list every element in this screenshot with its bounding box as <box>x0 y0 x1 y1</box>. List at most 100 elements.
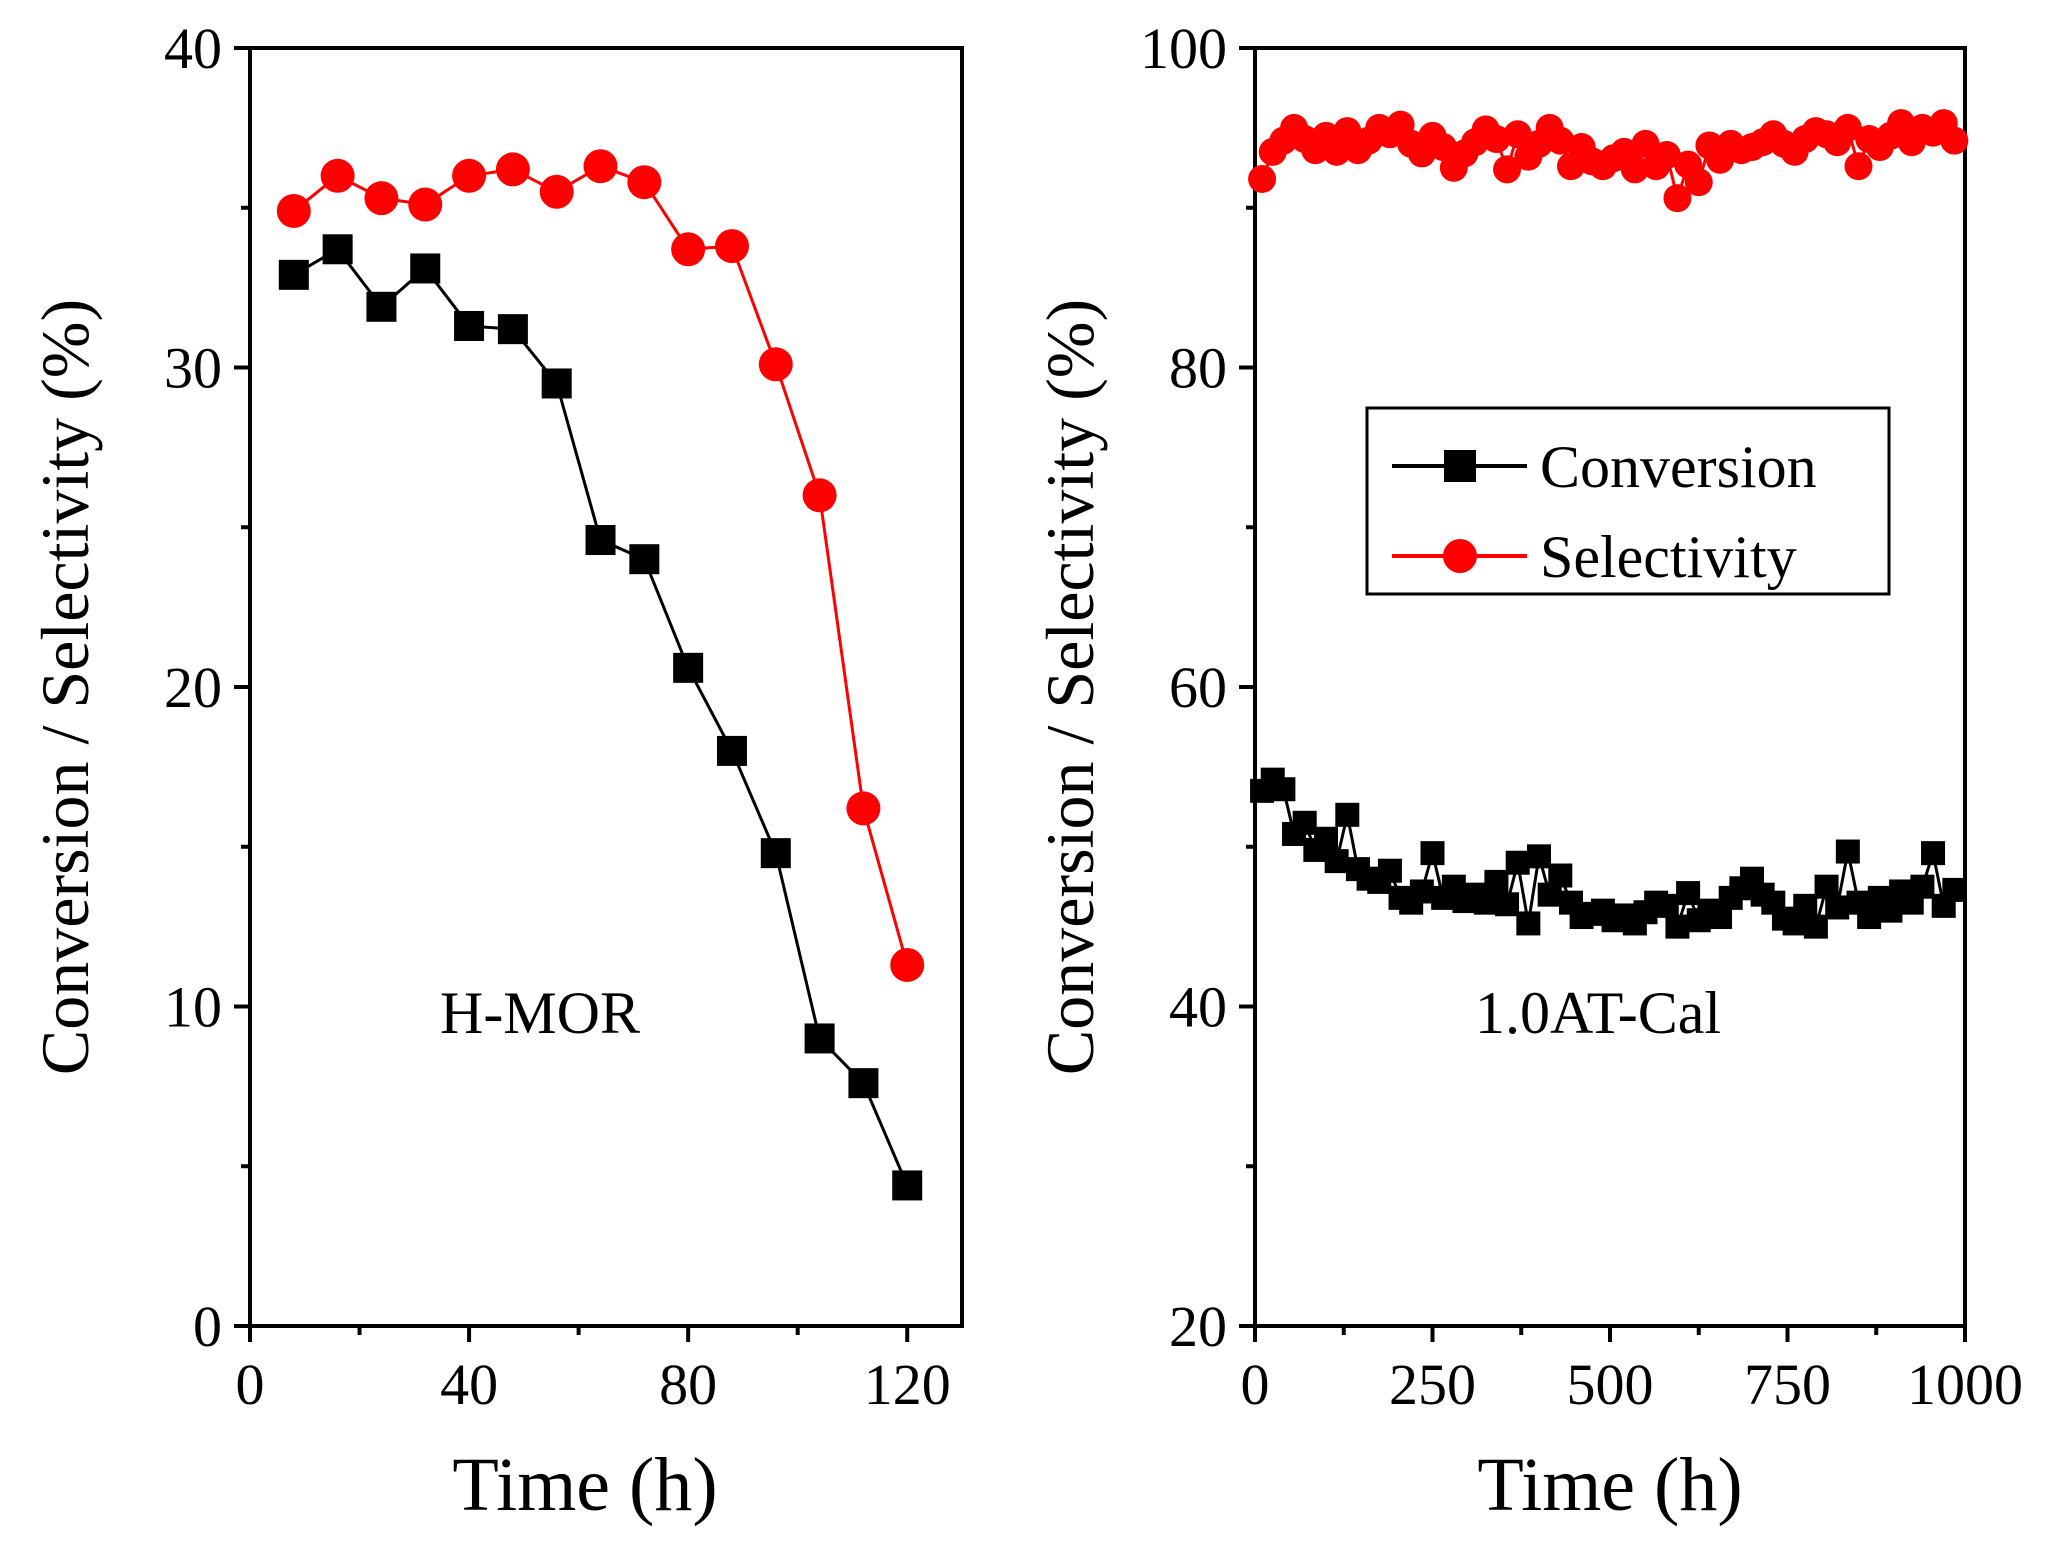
point-conversion-h-mor-2 <box>366 291 397 322</box>
point-conversion-h-mor-14 <box>892 1170 923 1201</box>
legend-marker-conversion <box>1444 450 1476 482</box>
point-conversion-1-0at-cal-38 <box>1654 893 1679 918</box>
x-tick-label-1-0at-cal-1000: 1000 <box>1907 1352 2023 1417</box>
point-selectivity-1-0at-cal-24 <box>1503 120 1532 149</box>
point-selectivity-1-0at-cal-65 <box>1940 126 1969 155</box>
point-conversion-h-mor-13 <box>848 1068 879 1099</box>
point-selectivity-1-0at-cal-0 <box>1248 164 1277 193</box>
y-tick-label-h-mor-0: 0 <box>193 1294 222 1359</box>
point-conversion-1-0at-cal-4 <box>1292 810 1317 835</box>
point-selectivity-1-0at-cal-55 <box>1833 113 1862 142</box>
point-conversion-h-mor-11 <box>760 838 791 869</box>
point-conversion-h-mor-4 <box>454 310 485 341</box>
point-conversion-1-0at-cal-23 <box>1495 892 1520 917</box>
marks-right <box>1248 109 1969 939</box>
point-conversion-1-0at-cal-54 <box>1825 895 1850 920</box>
y-tick-label-1-0at-cal-100: 100 <box>1140 16 1227 81</box>
point-selectivity-1-0at-cal-28 <box>1546 126 1575 155</box>
point-conversion-1-0at-cal-62 <box>1910 874 1935 899</box>
x-axis-title-right: Time (h) <box>1477 1443 1742 1527</box>
point-selectivity-h-mor-13 <box>846 791 881 826</box>
point-conversion-1-0at-cal-39 <box>1665 914 1690 939</box>
ticks-left: 0 40 80 120 0 10 20 30 40 <box>164 16 951 1417</box>
point-selectivity-1-0at-cal-56 <box>1844 152 1873 181</box>
point-selectivity-1-0at-cal-41 <box>1684 168 1713 197</box>
point-conversion-h-mor-1 <box>322 234 353 265</box>
point-conversion-h-mor-10 <box>716 735 747 766</box>
point-selectivity-h-mor-5 <box>495 152 530 187</box>
x-tick-label-1-0at-cal-500: 500 <box>1567 1352 1654 1417</box>
point-conversion-1-0at-cal-12 <box>1377 858 1402 883</box>
x-tick-label-h-mor-40: 40 <box>440 1352 498 1417</box>
plot-frame-right <box>1253 46 1967 1328</box>
point-selectivity-h-mor-9 <box>671 232 706 267</box>
panel-label-h-mor: H-MOR <box>440 980 640 1046</box>
legend: Conversion Selectivity <box>1365 406 1891 596</box>
point-conversion-1-0at-cal-15 <box>1409 879 1434 904</box>
y-tick-label-1-0at-cal-60: 60 <box>1169 655 1227 720</box>
point-selectivity-h-mor-7 <box>583 149 618 184</box>
point-conversion-h-mor-12 <box>804 1023 835 1054</box>
point-selectivity-h-mor-6 <box>539 174 574 209</box>
point-selectivity-1-0at-cal-22 <box>1482 125 1511 154</box>
point-selectivity-h-mor-8 <box>627 165 662 200</box>
point-conversion-h-mor-7 <box>585 525 616 556</box>
point-selectivity-h-mor-4 <box>452 158 487 193</box>
plot-frame-left <box>248 46 964 1328</box>
point-conversion-1-0at-cal-16 <box>1420 841 1445 866</box>
point-selectivity-1-0at-cal-17 <box>1429 133 1458 162</box>
y-tick-label-1-0at-cal-80: 80 <box>1169 336 1227 401</box>
x-tick-label-1-0at-cal-0: 0 <box>1241 1352 1270 1417</box>
point-conversion-1-0at-cal-25 <box>1516 911 1541 936</box>
y-axis-title-right: Conversion / Selectivity (%) <box>1032 299 1108 1075</box>
point-selectivity-h-mor-3 <box>408 187 443 222</box>
chart-panel-h-mor: 0 40 80 120 0 10 20 30 40 H-MOR Time (h) Convers… <box>27 16 964 1527</box>
point-conversion-1-0at-cal-21 <box>1473 890 1498 915</box>
point-conversion-1-0at-cal-65 <box>1942 877 1967 902</box>
y-tick-label-h-mor-10: 10 <box>164 975 222 1040</box>
point-selectivity-h-mor-10 <box>714 229 749 264</box>
panel-label-1-0at-cal: 1.0AT-Cal <box>1475 980 1721 1046</box>
point-conversion-1-0at-cal-52 <box>1803 914 1828 939</box>
point-selectivity-h-mor-12 <box>802 478 837 513</box>
legend-marker-selectivity <box>1443 539 1477 573</box>
point-conversion-1-0at-cal-7 <box>1324 849 1349 874</box>
point-selectivity-h-mor-0 <box>276 193 311 228</box>
point-selectivity-1-0at-cal-7 <box>1322 137 1351 166</box>
point-selectivity-1-0at-cal-23 <box>1493 155 1522 184</box>
point-conversion-1-0at-cal-28 <box>1548 863 1573 888</box>
chart-panel-1-0at-cal: 0 250 500 750 1000 20 40 60 80 100 1.0AT-Cal Time… <box>1032 16 2023 1527</box>
x-tick-label-h-mor-120: 120 <box>864 1352 951 1417</box>
point-conversion-1-0at-cal-24 <box>1505 850 1530 875</box>
point-conversion-1-0at-cal-6 <box>1314 826 1338 851</box>
point-conversion-1-0at-cal-63 <box>1921 841 1946 866</box>
x-tick-label-h-mor-0: 0 <box>236 1352 265 1417</box>
point-selectivity-h-mor-11 <box>758 347 793 382</box>
x-axis-title-left: Time (h) <box>452 1443 717 1527</box>
point-conversion-1-0at-cal-22 <box>1484 869 1509 894</box>
x-tick-label-1-0at-cal-750: 750 <box>1744 1352 1831 1417</box>
y-tick-label-1-0at-cal-20: 20 <box>1169 1294 1227 1359</box>
point-selectivity-1-0at-cal-38 <box>1652 141 1681 170</box>
point-selectivity-h-mor-14 <box>890 947 925 982</box>
point-selectivity-h-mor-1 <box>320 158 355 193</box>
point-conversion-1-0at-cal-8 <box>1335 802 1360 827</box>
x-tick-label-h-mor-80: 80 <box>659 1352 717 1417</box>
point-conversion-1-0at-cal-53 <box>1814 874 1839 899</box>
marks-left <box>276 149 925 1201</box>
point-conversion-h-mor-6 <box>541 368 572 399</box>
y-tick-label-h-mor-20: 20 <box>164 655 222 720</box>
y-tick-label-h-mor-30: 30 <box>164 336 222 401</box>
legend-label-selectivity: Selectivity <box>1540 524 1797 590</box>
y-tick-label-1-0at-cal-40: 40 <box>1169 975 1227 1040</box>
y-tick-label-h-mor-40: 40 <box>164 16 222 81</box>
y-axis-title-left: Conversion / Selectivity (%) <box>27 299 103 1075</box>
point-conversion-1-0at-cal-55 <box>1835 839 1860 864</box>
ticks-right: 0 250 500 750 1000 20 40 60 80 100 <box>1140 16 2023 1417</box>
point-conversion-h-mor-0 <box>278 259 309 290</box>
point-conversion-1-0at-cal-26 <box>1527 844 1551 869</box>
legend-label-conversion: Conversion <box>1540 434 1817 500</box>
point-conversion-1-0at-cal-2 <box>1271 777 1296 802</box>
series-line-selectivity-h-mor <box>292 164 909 966</box>
